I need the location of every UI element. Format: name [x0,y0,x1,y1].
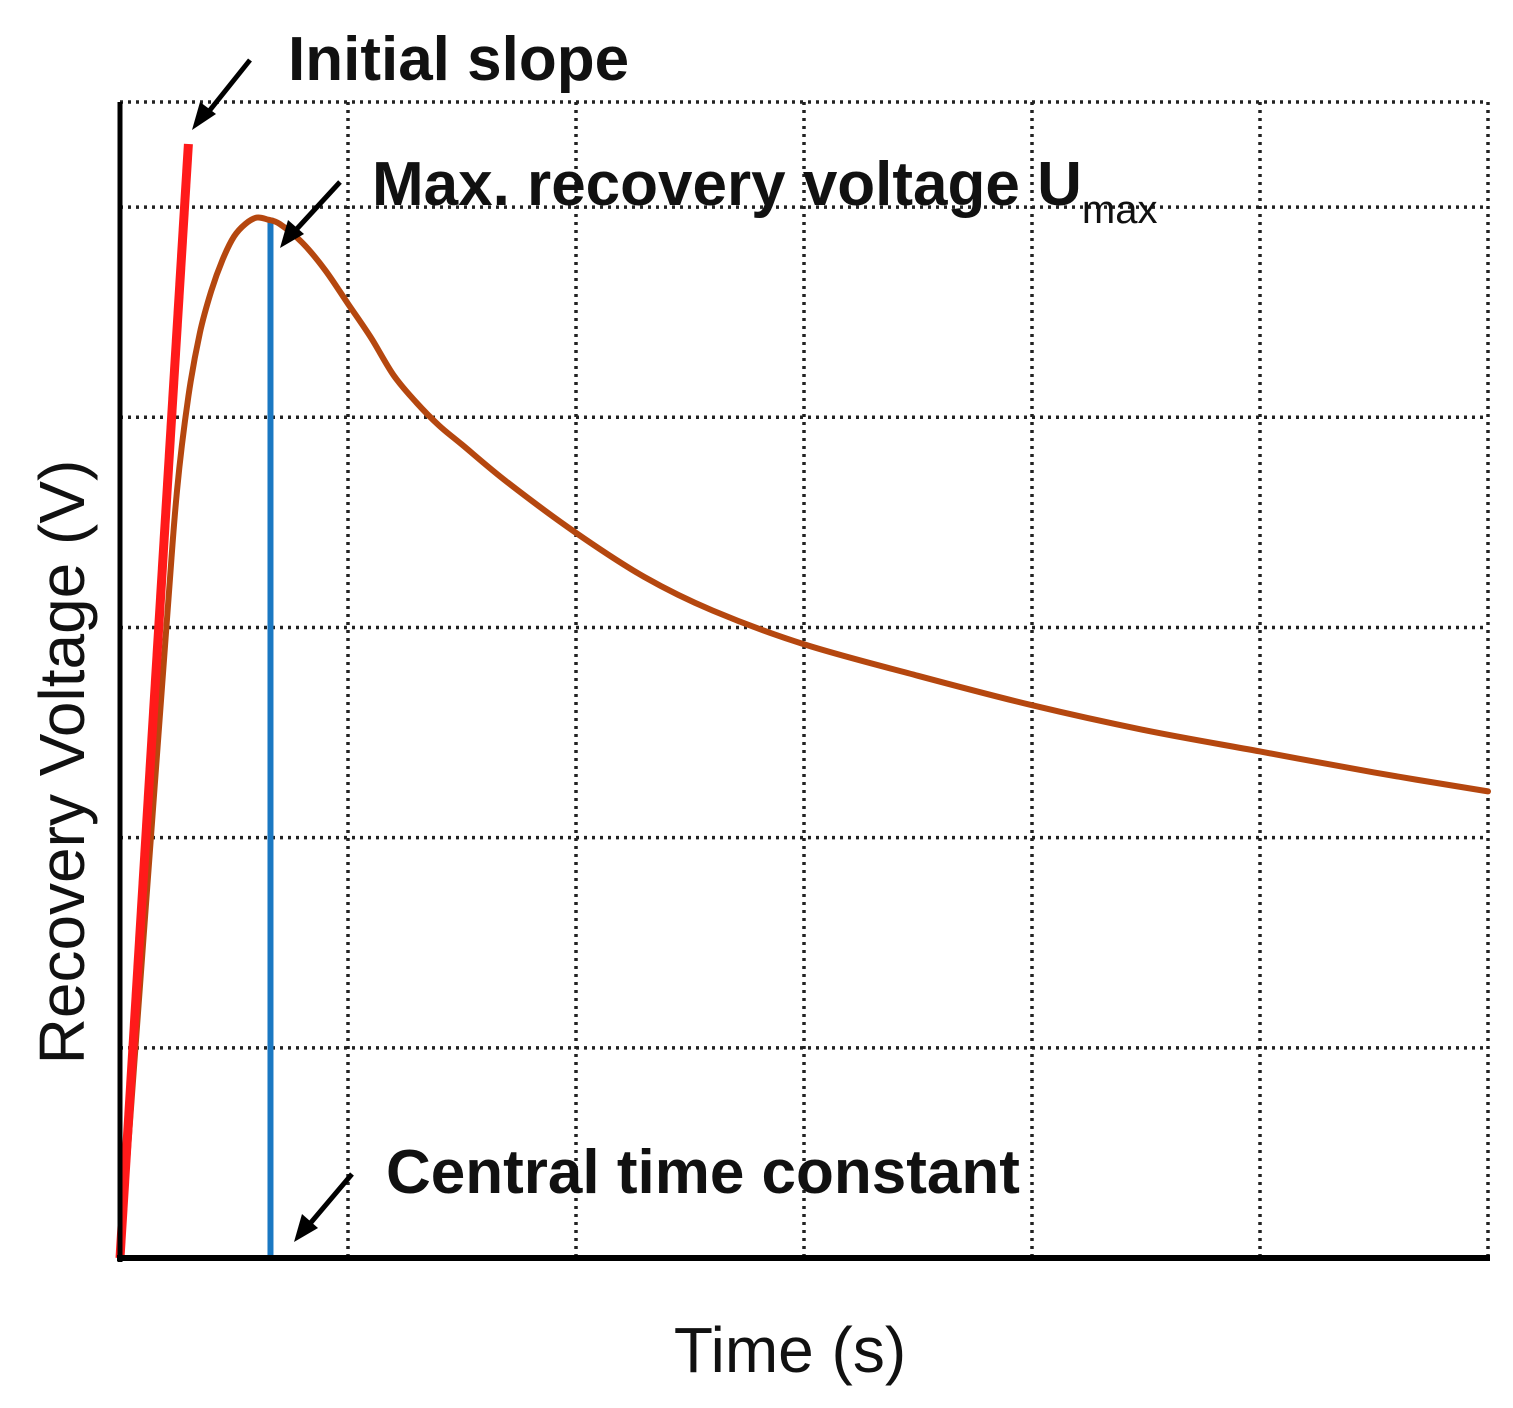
annotation-central-time-constant: Central time constant [386,1138,1020,1207]
annotation-umax-main: Max. recovery voltage U [372,150,1082,219]
initial-slope-line [115,143,193,1259]
arrow-icon [192,58,252,130]
annotation-initial-slope: Initial slope [288,25,629,94]
annotation-umax-subscript: max [1082,188,1158,232]
arrow-icon [280,180,342,248]
grid [120,100,1490,1258]
annotation-umax: Max. recovery voltage Umax [372,150,1157,232]
axes [117,102,1490,1262]
y-axis-title: Recovery Voltage (V) [26,460,98,1065]
x-axis-title: Time (s) [674,1314,906,1386]
recovery-voltage-curve [117,214,1491,1261]
annotations: Initial slope Max. recovery voltage Umax… [192,25,1157,1242]
arrow-icon [294,1172,354,1242]
series-group [115,143,1491,1261]
